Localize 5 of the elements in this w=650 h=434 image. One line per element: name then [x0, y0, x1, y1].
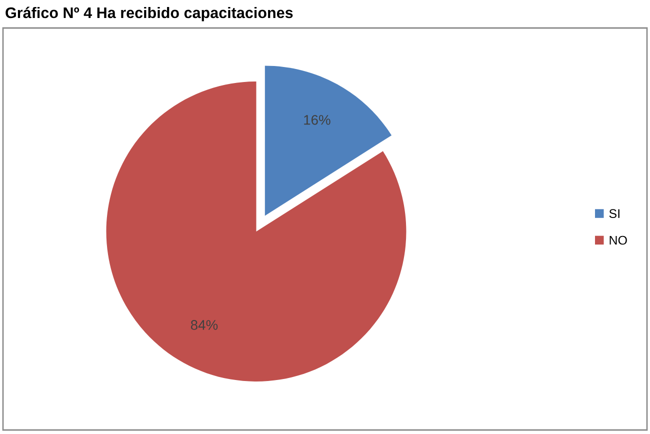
data-label: 84% — [190, 320, 218, 330]
data-label: 16% — [304, 114, 330, 125]
legend-label: NO — [610, 236, 627, 245]
chart-title: Gráfico Nº 4 Ha recibido capacitaciones — [6, 6, 293, 22]
legend-label: SI — [609, 209, 620, 218]
